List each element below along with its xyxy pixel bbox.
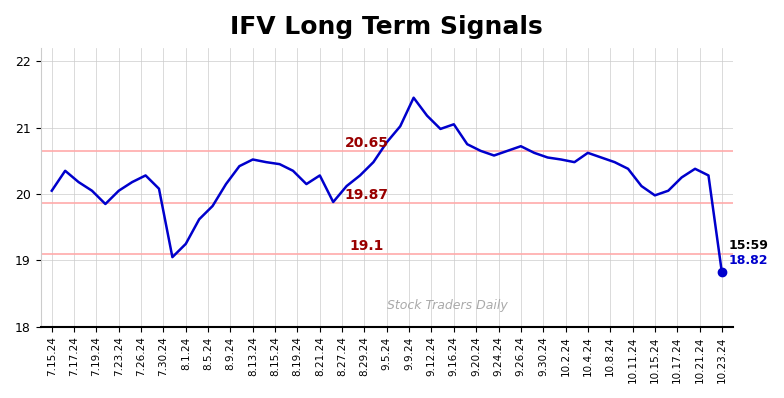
Text: 18.82: 18.82 [728,254,768,267]
Text: 19.1: 19.1 [350,239,384,253]
Text: 20.65: 20.65 [345,136,389,150]
Text: Stock Traders Daily: Stock Traders Daily [387,299,507,312]
Title: IFV Long Term Signals: IFV Long Term Signals [230,15,543,39]
Text: 19.87: 19.87 [345,188,389,202]
Text: 15:59: 15:59 [728,239,768,252]
